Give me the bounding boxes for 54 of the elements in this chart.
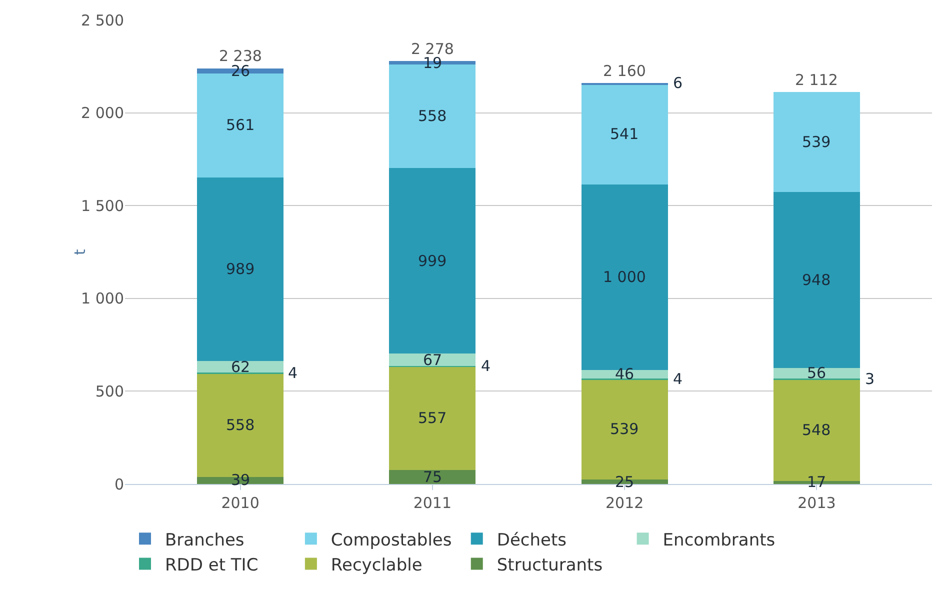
data-label: 539 (610, 420, 639, 438)
data-label: 999 (418, 252, 447, 270)
legend-label: Branches (165, 530, 244, 550)
data-label: 4 (288, 364, 298, 382)
data-label: 539 (802, 133, 831, 151)
y-tick-label: 1 500 (81, 196, 124, 215)
bar (773, 92, 860, 192)
bar (197, 177, 284, 361)
data-label: 548 (802, 421, 831, 439)
x-tick-label: 2013 (798, 494, 836, 512)
data-label: 3 (865, 370, 875, 388)
bar (773, 192, 860, 368)
total-label: 2 238 (219, 47, 262, 65)
y-tick-label: 0 (114, 475, 124, 494)
data-label: 4 (673, 370, 683, 388)
bar (389, 470, 476, 484)
y-tick-label: 1 000 (81, 290, 124, 308)
total-label: 2 112 (795, 71, 838, 89)
x-tick-label: 2010 (221, 494, 260, 512)
y-tick-label: 2 500 (81, 11, 124, 30)
data-label: 4 (481, 357, 491, 375)
data-label: 1 000 (603, 268, 646, 286)
data-label: 558 (418, 107, 447, 125)
legend-label: Déchets (496, 530, 567, 550)
legend-label: Compostables (330, 530, 452, 550)
legend-label: Structurants (496, 555, 603, 576)
data-label: 989 (226, 260, 255, 278)
bar (389, 168, 476, 354)
y-tick-label: 500 (95, 382, 124, 400)
data-label: 558 (226, 416, 255, 434)
bar (773, 368, 860, 379)
y-axis-title: t (71, 248, 89, 255)
x-tick-label: 2011 (413, 494, 452, 512)
x-tick-label: 2012 (605, 494, 644, 512)
total-label: 2 160 (603, 62, 646, 80)
data-label: 561 (226, 116, 255, 134)
legend-label: RDD et TIC (165, 555, 258, 576)
data-label: 948 (802, 271, 831, 289)
bar (389, 366, 476, 470)
data-label: 56 (807, 364, 826, 382)
data-label: 541 (610, 125, 639, 143)
bar (581, 84, 668, 184)
data-label: 6 (673, 74, 683, 92)
bar (197, 360, 284, 372)
data-label: 557 (418, 409, 447, 427)
total-label: 2 278 (411, 40, 454, 58)
data-label: 67 (423, 351, 442, 369)
data-label: 62 (231, 358, 250, 376)
data-label: 46 (615, 365, 634, 383)
legend-label: Encombrants (662, 530, 776, 550)
y-tick-label: 2 000 (81, 104, 124, 122)
bar (389, 354, 476, 366)
legend-label: Recyclable (330, 555, 422, 576)
data-label: 75 (423, 468, 442, 486)
